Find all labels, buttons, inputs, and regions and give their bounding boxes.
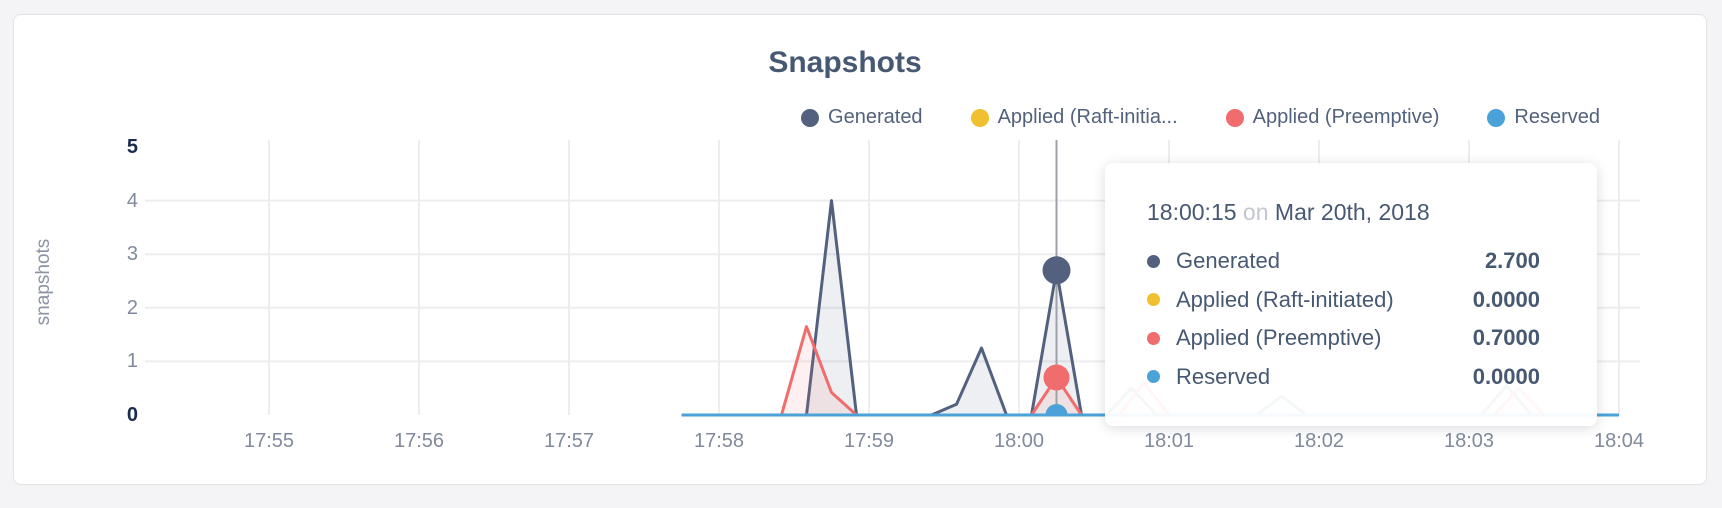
tooltip-row-applied-raft-initiated: Applied (Raft-initiated) 0.0000 [1147, 281, 1540, 320]
tooltip-preposition: on [1242, 199, 1269, 225]
applied-preemptive-tooltip-dot-icon [1147, 331, 1160, 345]
y-tick-label-2: 2 [126, 296, 138, 319]
tooltip-series-label: Reserved [1176, 363, 1271, 389]
legend-item-reserved[interactable]: Reserved [1487, 106, 1600, 129]
x-tick-label-1756: 17:56 [393, 430, 445, 452]
tooltip-series-label: Applied (Preemptive) [1176, 325, 1382, 351]
legend-item-label: Applied (Raft-initia... [997, 106, 1178, 128]
y-tick-label-5: 5 [126, 136, 138, 158]
tooltip-time: 18:00:15 [1147, 199, 1237, 225]
legend-item-label: Applied (Preemptive) [1252, 106, 1440, 128]
legend-item-applied-preemptive[interactable]: Applied (Preemptive) [1225, 106, 1440, 129]
x-tick-label-1803: 18:03 [1443, 430, 1495, 452]
tooltip-row-applied-preemptive: Applied (Preemptive) 0.7000 [1147, 319, 1540, 358]
legend-item-applied-raft-initiated[interactable]: Applied (Raft-initia... [970, 106, 1178, 129]
legend-item-generated[interactable]: Generated [801, 106, 923, 129]
x-tick-label-1758: 17:58 [693, 430, 745, 452]
reserved-legend-dot-icon [1487, 108, 1506, 127]
x-tick-label-1757: 17:57 [543, 430, 595, 452]
tooltip-series-value: 0.0000 [1472, 363, 1540, 389]
x-tick-label-1802: 18:02 [1293, 430, 1345, 452]
applied-raft-initiated-legend-dot-icon [970, 108, 989, 127]
applied-preemptive-legend-dot-icon [1225, 108, 1244, 127]
hover-marker-applied-preemptive [1043, 364, 1070, 391]
reserved-tooltip-dot-icon [1147, 370, 1160, 384]
legend-item-label: Reserved [1514, 106, 1600, 128]
tooltip-date: Mar 20th, 2018 [1274, 199, 1430, 225]
y-tick-label-4: 4 [126, 189, 138, 212]
legend-item-label: Generated [828, 106, 923, 128]
tooltip-rows: Generated 2.700 Applied (Raft-initiated) 0.… [1147, 242, 1540, 396]
hover-tooltip: 18:00:15 on Mar 20th, 2018 Generated 2.70… [1105, 163, 1597, 426]
tooltip-row-generated: Generated 2.700 [1147, 242, 1540, 281]
x-tick-label-1755: 17:55 [243, 430, 295, 452]
y-tick-label-1: 1 [126, 350, 138, 373]
hover-marker-reserved [1045, 404, 1068, 416]
y-tick-label-0: 0 [126, 404, 138, 426]
generated-legend-dot-icon [801, 108, 820, 127]
x-tick-label-1801: 18:01 [1143, 430, 1195, 452]
y-tick-label-3: 3 [126, 243, 138, 266]
x-tick-label-1804: 18:04 [1593, 430, 1645, 452]
tooltip-series-label: Applied (Raft-initiated) [1176, 286, 1394, 312]
hover-markers [1042, 256, 1071, 416]
x-tick-label-1759: 17:59 [843, 430, 895, 452]
chart-title: Snapshots [768, 46, 922, 79]
chart-legend: Generated Applied (Raft-initia... Applied … [801, 106, 1600, 129]
tooltip-series-value: 2.700 [1484, 248, 1540, 274]
tooltip-header: 18:00:15 on Mar 20th, 2018 [1147, 199, 1540, 226]
tooltip-series-value: 0.7000 [1472, 325, 1540, 351]
applied-raft-initiated-tooltip-dot-icon [1147, 293, 1160, 307]
hover-marker-generated [1042, 256, 1071, 285]
generated-tooltip-dot-icon [1147, 254, 1160, 268]
tooltip-row-reserved: Reserved 0.0000 [1147, 358, 1540, 397]
x-tick-label-1800: 18:00 [993, 430, 1045, 452]
tooltip-series-value: 0.0000 [1472, 286, 1540, 312]
tooltip-series-label: Generated [1176, 248, 1280, 274]
